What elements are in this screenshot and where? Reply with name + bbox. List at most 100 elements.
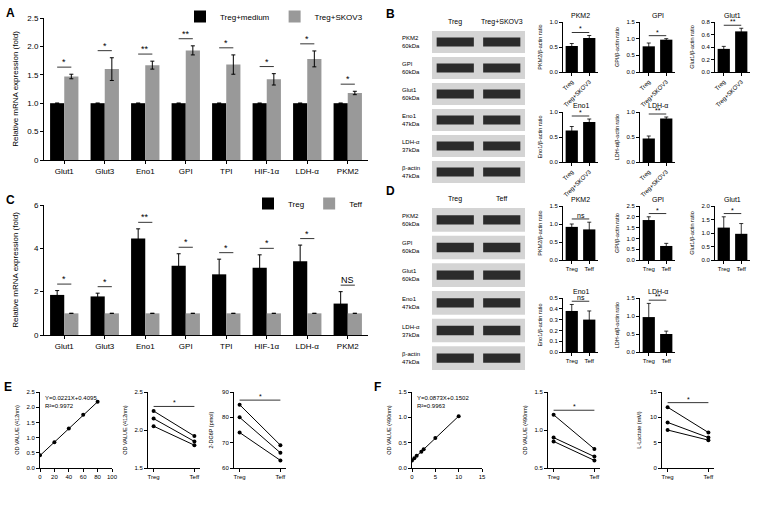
svg-text:2.0: 2.0 xyxy=(134,427,143,433)
svg-text:Treg: Treg xyxy=(566,266,578,272)
svg-text:Treg+SKOV3: Treg+SKOV3 xyxy=(481,18,523,26)
svg-text:0.2: 0.2 xyxy=(701,57,710,63)
svg-text:1.0: 1.0 xyxy=(626,36,635,42)
svg-text:Treg: Treg xyxy=(562,169,575,182)
svg-text:0.0: 0.0 xyxy=(626,69,635,75)
svg-text:OD VALUE (490nm): OD VALUE (490nm) xyxy=(522,405,528,455)
svg-text:0.5: 0.5 xyxy=(549,239,558,245)
svg-text:0.6: 0.6 xyxy=(701,32,710,38)
svg-text:Glut160kDa: Glut160kDa xyxy=(402,268,420,282)
svg-text:1.5: 1.5 xyxy=(701,217,710,223)
svg-text:*: * xyxy=(62,274,66,284)
svg-text:*: * xyxy=(731,207,734,214)
svg-text:0.0: 0.0 xyxy=(626,257,635,263)
svg-text:Glut1: Glut1 xyxy=(724,196,741,203)
svg-text:GPI60kDa: GPI60kDa xyxy=(402,240,420,254)
svg-text:Eno1: Eno1 xyxy=(136,167,155,176)
svg-text:Treg: Treg xyxy=(148,474,160,480)
svg-text:*: * xyxy=(224,38,228,48)
svg-text:Teff: Teff xyxy=(661,358,671,364)
svg-text:Treg+SKOV3: Treg+SKOV3 xyxy=(715,78,745,108)
svg-text:15: 15 xyxy=(479,474,486,480)
svg-text:**: ** xyxy=(655,293,661,300)
svg-text:Y=0.0221X+0.4095: Y=0.0221X+0.4095 xyxy=(45,395,97,401)
svg-text:Relative mRNA expression (fold: Relative mRNA expression (fold) xyxy=(11,31,20,147)
svg-text:**: ** xyxy=(730,18,736,25)
svg-text:5: 5 xyxy=(434,474,438,480)
svg-text:A: A xyxy=(6,6,15,20)
svg-text:PKM2: PKM2 xyxy=(571,196,590,203)
svg-text:PKM260kDa: PKM260kDa xyxy=(402,35,420,49)
svg-text:**: ** xyxy=(141,44,149,54)
svg-text:PKM260kDa: PKM260kDa xyxy=(402,213,420,227)
svg-text:LDH-α: LDH-α xyxy=(648,102,668,109)
svg-text:Eno1/β-actin ratio: Eno1/β-actin ratio xyxy=(537,115,543,158)
svg-text:Glut160kDa: Glut160kDa xyxy=(402,87,420,101)
svg-text:0.0: 0.0 xyxy=(398,465,407,471)
svg-text:*: * xyxy=(259,393,262,400)
svg-text:1.0: 1.0 xyxy=(701,230,710,236)
svg-text:Treg+SKOV3: Treg+SKOV3 xyxy=(315,13,363,22)
svg-text:Treg: Treg xyxy=(639,169,652,182)
svg-text:1.0: 1.0 xyxy=(549,221,558,227)
svg-text:Glut1: Glut1 xyxy=(55,167,75,176)
svg-text:ns: ns xyxy=(577,294,585,301)
svg-text:10: 10 xyxy=(455,474,462,480)
svg-text:0.0: 0.0 xyxy=(549,159,558,165)
svg-text:0: 0 xyxy=(34,156,39,165)
svg-text:Treg+medium: Treg+medium xyxy=(220,13,270,22)
svg-text:0: 0 xyxy=(653,465,657,471)
svg-text:0.0: 0.0 xyxy=(26,465,35,471)
svg-text:80: 80 xyxy=(222,414,229,420)
svg-text:Eno1: Eno1 xyxy=(573,288,589,295)
svg-text:Treg+SKOV3: Treg+SKOV3 xyxy=(563,168,593,198)
svg-text:Teff: Teff xyxy=(661,266,671,272)
svg-text:2.0: 2.0 xyxy=(701,203,710,209)
svg-text:R²=0.9972: R²=0.9972 xyxy=(45,403,74,409)
svg-text:Relative mRNA expression (fold: Relative mRNA expression (fold) xyxy=(11,212,20,328)
svg-text:Glut3: Glut3 xyxy=(95,342,115,351)
svg-text:2-DG6P (pmol): 2-DG6P (pmol) xyxy=(208,411,214,448)
svg-text:HIF-1α: HIF-1α xyxy=(254,342,279,351)
svg-text:2.0: 2.0 xyxy=(27,42,39,51)
svg-text:Treg: Treg xyxy=(566,358,578,364)
svg-text:NS: NS xyxy=(341,275,354,285)
svg-text:R²=0.9963: R²=0.9963 xyxy=(417,403,446,409)
svg-text:1.5: 1.5 xyxy=(534,389,543,395)
svg-text:1.0: 1.0 xyxy=(26,435,35,441)
svg-text:0.5: 0.5 xyxy=(26,450,35,456)
svg-text:LDH-α: LDH-α xyxy=(296,342,320,351)
svg-text:GPI: GPI xyxy=(179,167,193,176)
svg-text:60: 60 xyxy=(222,465,229,471)
svg-text:Teff: Teff xyxy=(590,474,600,480)
svg-text:PKM2: PKM2 xyxy=(337,342,359,351)
svg-text:Treg: Treg xyxy=(448,18,462,26)
svg-text:OD VALUE (490nm): OD VALUE (490nm) xyxy=(386,405,392,455)
svg-text:GPI/β-actin ratio: GPI/β-actin ratio xyxy=(614,213,620,253)
svg-text:0.8: 0.8 xyxy=(701,19,710,25)
svg-text:Treg: Treg xyxy=(548,474,560,480)
svg-text:*: * xyxy=(573,403,576,410)
svg-text:LDH-α/β-actin ratio: LDH-α/β-actin ratio xyxy=(614,302,620,348)
svg-text:Treg+SKOV3: Treg+SKOV3 xyxy=(563,78,593,108)
svg-text:**: ** xyxy=(141,212,149,222)
svg-text:Teff: Teff xyxy=(349,200,363,209)
svg-text:*: * xyxy=(305,34,309,44)
svg-text:1.5: 1.5 xyxy=(626,225,635,231)
svg-text:Eno1/β-actin ratio: Eno1/β-actin ratio xyxy=(537,303,543,346)
svg-text:Teff: Teff xyxy=(736,266,746,272)
svg-text:TPI: TPI xyxy=(220,342,232,351)
svg-text:LDH-α: LDH-α xyxy=(648,288,668,295)
svg-text:Treg: Treg xyxy=(718,266,730,272)
svg-text:*: * xyxy=(173,399,176,406)
svg-text:0.5: 0.5 xyxy=(626,52,635,58)
svg-text:1.5: 1.5 xyxy=(626,19,635,25)
svg-text:0.3: 0.3 xyxy=(549,317,558,323)
svg-text:60: 60 xyxy=(80,474,87,480)
svg-text:0.4: 0.4 xyxy=(701,44,710,50)
svg-text:LDH-α37kDa: LDH-α37kDa xyxy=(402,324,420,338)
svg-text:Treg: Treg xyxy=(234,474,246,480)
svg-text:Treg: Treg xyxy=(562,79,575,92)
svg-text:*: * xyxy=(103,41,107,51)
svg-text:Teff: Teff xyxy=(584,266,594,272)
